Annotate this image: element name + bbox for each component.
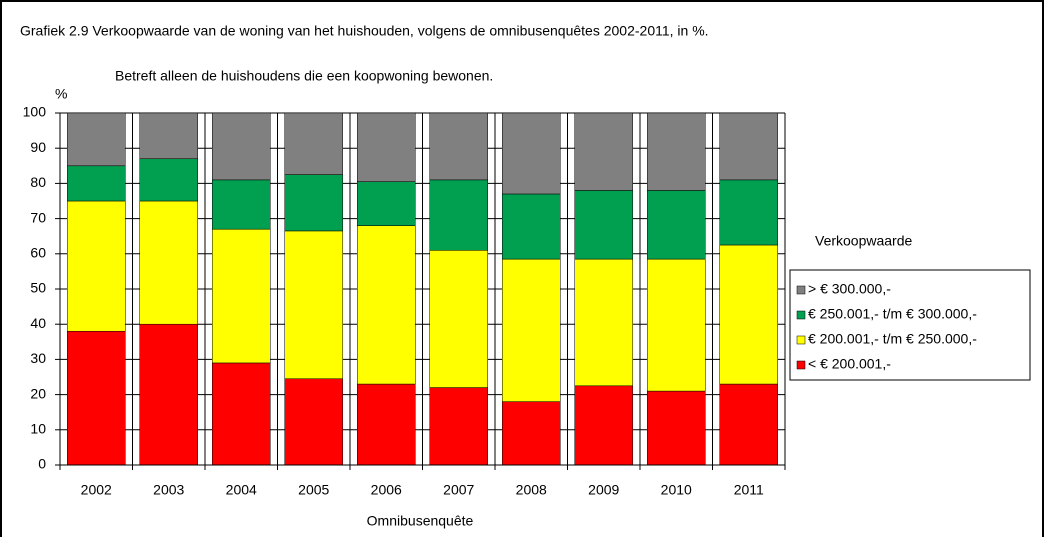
bar-segment bbox=[647, 112, 706, 191]
y-tick-label: 30 bbox=[30, 350, 46, 366]
bar-segment bbox=[647, 390, 706, 466]
bar-segment bbox=[284, 112, 343, 175]
legend-label: > € 300.000,- bbox=[808, 281, 891, 297]
bar-segment bbox=[357, 112, 416, 182]
bar-segment bbox=[67, 165, 126, 202]
bar-segment bbox=[502, 112, 561, 195]
bar-segment bbox=[574, 112, 633, 191]
bar-segment bbox=[429, 112, 488, 181]
bar-segment bbox=[647, 190, 706, 260]
x-axis-label: Omnibusenquête bbox=[367, 513, 474, 529]
bar-segment bbox=[647, 258, 706, 392]
bar-segment bbox=[574, 258, 633, 387]
legend-swatch bbox=[796, 310, 806, 320]
y-tick-label: 0 bbox=[38, 456, 46, 472]
bar-segment bbox=[502, 401, 561, 466]
bar-segment bbox=[502, 258, 561, 402]
x-tick-label: 2008 bbox=[516, 482, 547, 498]
bar-segment bbox=[284, 174, 343, 232]
bar-segment bbox=[357, 383, 416, 466]
bar-segment bbox=[284, 230, 343, 380]
bar-segment bbox=[574, 385, 633, 466]
y-tick-label: 60 bbox=[30, 245, 46, 261]
legend-swatch bbox=[796, 360, 806, 370]
bar-segment bbox=[429, 250, 488, 388]
chart-subtitle: Betreft alleen de huishoudens die een ko… bbox=[115, 68, 493, 84]
bar-segment bbox=[502, 193, 561, 260]
y-tick-label: 80 bbox=[30, 174, 46, 190]
x-tick-label: 2009 bbox=[588, 482, 619, 498]
x-tick-label: 2002 bbox=[81, 482, 112, 498]
bar-segment bbox=[357, 225, 416, 385]
bar-segment bbox=[139, 158, 198, 202]
y-axis-label: % bbox=[55, 86, 67, 102]
bar-segment bbox=[574, 190, 633, 260]
legend-label: < € 200.001,- bbox=[808, 356, 891, 372]
bar-segment bbox=[139, 112, 198, 160]
legend-label: € 250.001,- t/m € 300.000,- bbox=[808, 306, 977, 322]
bar-segment bbox=[429, 179, 488, 251]
legend-box bbox=[789, 269, 1031, 381]
x-tick-label: 2011 bbox=[734, 482, 764, 498]
bar-segment bbox=[719, 383, 778, 466]
legend-title: Verkoopwaarde bbox=[815, 233, 913, 249]
bar-segment bbox=[212, 228, 271, 364]
legend-label: € 200.001,- t/m € 250.000,- bbox=[808, 331, 977, 347]
x-tick-label: 2006 bbox=[371, 482, 402, 498]
bar-segment bbox=[212, 362, 271, 466]
y-tick-label: 70 bbox=[30, 209, 46, 225]
x-tick-label: 2007 bbox=[443, 482, 474, 498]
bar-segment bbox=[139, 200, 198, 325]
y-tick-label: 50 bbox=[30, 280, 46, 296]
x-tick-label: 2004 bbox=[226, 482, 257, 498]
bar-segment bbox=[67, 330, 126, 466]
y-tick-label: 40 bbox=[30, 315, 46, 331]
bar-segment bbox=[212, 112, 271, 181]
legend-swatch bbox=[796, 335, 806, 345]
bar-segment bbox=[212, 179, 271, 230]
bar-segment bbox=[357, 181, 416, 226]
y-tick-label: 90 bbox=[30, 139, 46, 155]
y-tick-label: 20 bbox=[30, 385, 46, 401]
y-tick-label: 100 bbox=[23, 104, 47, 120]
x-tick-label: 2003 bbox=[153, 482, 184, 498]
legend-swatch bbox=[796, 285, 806, 295]
bar-segment bbox=[139, 323, 198, 466]
y-tick-label: 10 bbox=[30, 421, 46, 437]
bar-segment bbox=[719, 179, 778, 246]
x-tick-label: 2005 bbox=[298, 482, 329, 498]
bar-segment bbox=[284, 378, 343, 466]
x-tick-label: 2010 bbox=[661, 482, 692, 498]
bar-segment bbox=[67, 112, 126, 167]
bar-segment bbox=[429, 387, 488, 466]
chart-title: Grafiek 2.9 Verkoopwaarde van de woning … bbox=[20, 23, 709, 39]
bar-segment bbox=[719, 112, 778, 181]
bar-segment bbox=[67, 200, 126, 332]
bar-segment bbox=[719, 244, 778, 385]
